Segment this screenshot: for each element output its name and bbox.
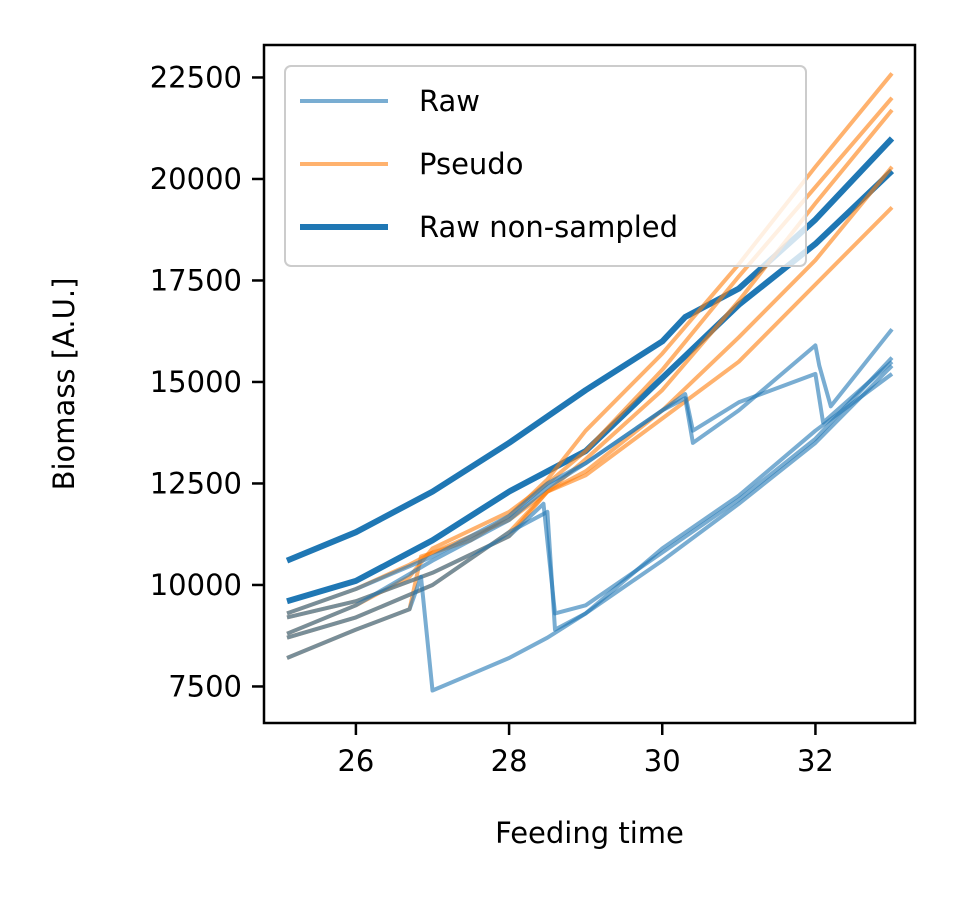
x-tick-label: 30 [644, 744, 681, 778]
y-tick-label: 20000 [150, 162, 242, 196]
legend-label-raw: Raw [419, 84, 480, 118]
series-line-pseudo-6 [286, 205, 894, 620]
x-tick-label: 26 [337, 744, 374, 778]
y-tick-label: 10000 [150, 568, 242, 602]
series-line-raw-8 [286, 372, 894, 640]
legend: Raw Pseudo Raw non-sampled [284, 65, 807, 267]
legend-box [284, 65, 807, 267]
series-line-raw-11 [286, 360, 894, 616]
y-tick-label: 7500 [168, 669, 242, 703]
x-tick-label: 28 [491, 744, 528, 778]
y-axis-title: Biomass [A.U.] [47, 278, 81, 491]
legend-label-pseudo: Pseudo [419, 147, 523, 181]
plot-frame [262, 43, 917, 725]
axis-ticks: 26 28 30 32 7500 10000 12500 15000 17500 20000 225… [150, 60, 834, 778]
series-layer [285, 72, 895, 693]
series-line-nonsampled-1 [286, 168, 895, 605]
x-tick-label: 32 [797, 744, 834, 778]
y-tick-label: 15000 [150, 365, 242, 399]
series-line-raw-10 [286, 327, 894, 636]
y-tick-label: 12500 [150, 466, 242, 500]
series-line-raw-7 [286, 364, 894, 693]
series-line-raw-9 [286, 356, 894, 620]
y-tick-label: 17500 [150, 263, 242, 297]
legend-label-nonsampled: Raw non-sampled [419, 210, 678, 244]
y-tick-label: 22500 [150, 60, 242, 94]
x-axis-title: Feeding time [495, 816, 684, 850]
